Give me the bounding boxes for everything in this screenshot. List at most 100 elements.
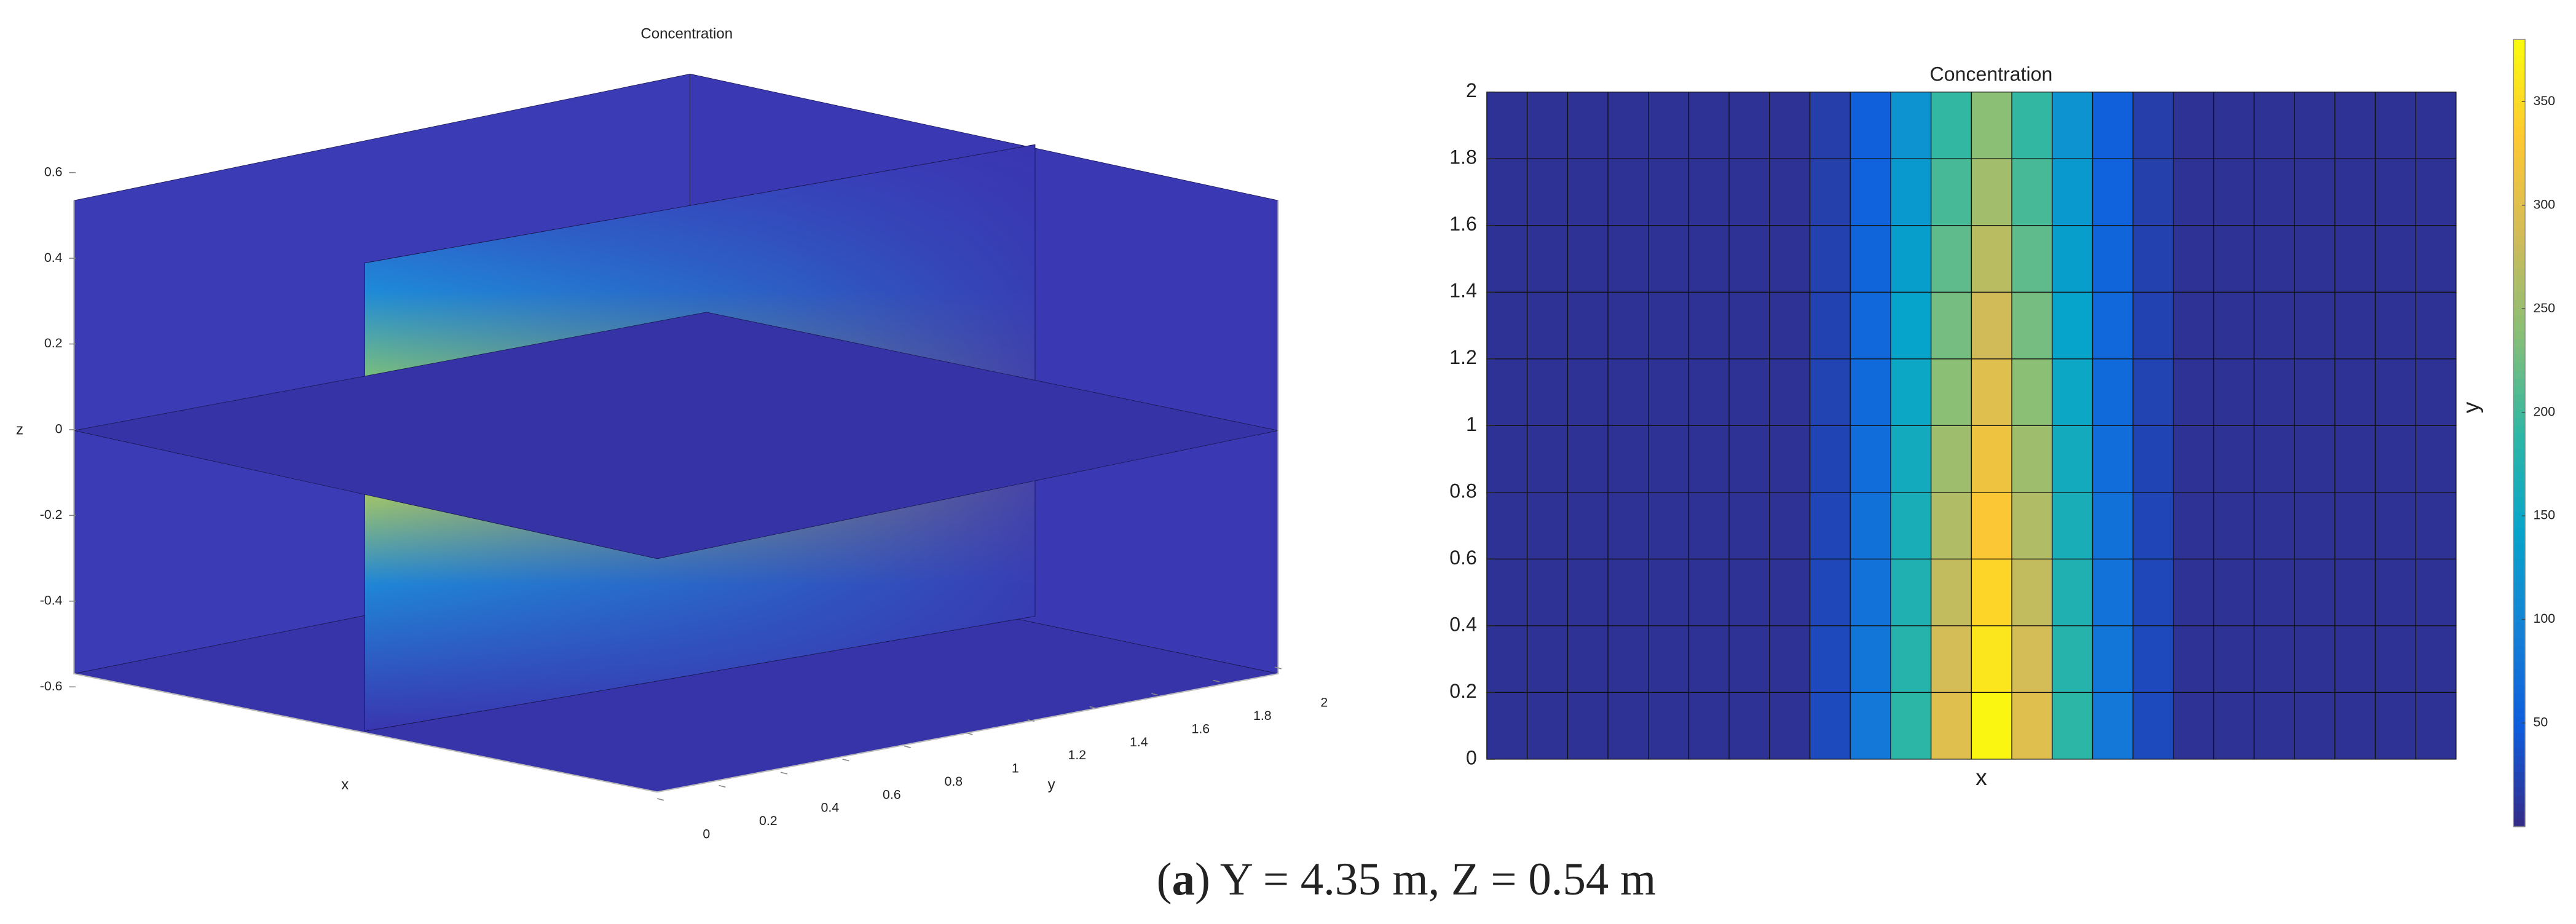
- colorbar-segment: [2513, 259, 2526, 269]
- colorbar-segment: [2513, 708, 2526, 717]
- heatmap-cell: [2092, 558, 2133, 626]
- heatmap-cell: [2132, 492, 2174, 559]
- colorbar-segment: [2513, 236, 2526, 245]
- heatmap-cell: [2334, 692, 2376, 760]
- colorbar-segment: [2513, 810, 2526, 819]
- y-tick-label: 0.4: [821, 800, 839, 815]
- heatmap-cell: [2092, 692, 2133, 760]
- heatmap-cell: [2092, 158, 2133, 226]
- heatmap-cell: [1769, 692, 1811, 760]
- heatmap-cell: [2334, 92, 2376, 159]
- y-tick: [1213, 679, 1220, 683]
- heatmap-cell: [1486, 625, 1528, 693]
- heatmap-cell: [2173, 625, 2215, 693]
- y-tick-label: 0: [1466, 746, 1477, 768]
- y-axis-label: y: [2457, 401, 2483, 413]
- colorbar-tick-label: 50: [2534, 715, 2548, 730]
- colorbar-segment: [2513, 323, 2526, 331]
- heatmap-cell: [2213, 92, 2255, 159]
- heatmap-cell: [1769, 492, 1811, 559]
- colorbar-segment: [2513, 377, 2526, 387]
- heatmap-cell: [2213, 492, 2255, 559]
- y-tick: [1027, 719, 1035, 722]
- heatmap-cell: [1486, 425, 1528, 493]
- colorbar-segment: [2513, 527, 2526, 536]
- colorbar-segment: [2513, 503, 2526, 513]
- colorbar-segment: [2513, 779, 2526, 788]
- heatmap-cell: [1567, 358, 1609, 426]
- heatmap-cell: [1526, 425, 1568, 493]
- colorbar-segment: [2513, 622, 2526, 631]
- y-tick-label: 1: [1012, 761, 1019, 776]
- heatmap-cell: [2132, 291, 2174, 360]
- heatmap-cell: [2011, 558, 2053, 626]
- heatmap-cell: [2011, 425, 2053, 493]
- heatmap-cell: [2374, 425, 2416, 493]
- heatmap-cell: [1607, 225, 1649, 293]
- heatmap-cell: [1971, 625, 2012, 693]
- colorbar-segment: [2513, 165, 2526, 174]
- heatmap-cell: [2052, 92, 2093, 159]
- colorbar-segment: [2513, 787, 2526, 796]
- surface-3d: [73, 73, 1279, 793]
- z-axis-label: z: [16, 422, 23, 438]
- heatmap-cell: [2415, 692, 2457, 760]
- colorbar-segment: [2513, 803, 2526, 811]
- heatmap-cell: [2052, 425, 2093, 493]
- heatmap-cell: [1769, 425, 1811, 493]
- heatmap-cell: [1526, 692, 1568, 760]
- colorbar-segment: [2513, 149, 2526, 159]
- z-tick-label: -0.2: [40, 507, 63, 522]
- y-tick: [1089, 706, 1097, 709]
- heatmap-cell: [2092, 225, 2133, 293]
- colorbar-segment: [2513, 369, 2526, 379]
- heatmap-cell: [2173, 425, 2215, 493]
- colorbar-segment: [2513, 86, 2526, 95]
- heatmap-cell: [2052, 625, 2093, 693]
- colorbar-segment: [2513, 275, 2526, 284]
- colorbar-segment: [2513, 535, 2526, 544]
- heatmap-cell: [2132, 625, 2174, 693]
- heatmap-cell: [2294, 558, 2336, 626]
- heatmap-cell: [2294, 225, 2336, 293]
- heatmap-cell: [1688, 158, 1730, 226]
- heatmap-cell: [1526, 92, 1568, 159]
- heatmap-cell: [2213, 358, 2255, 426]
- heatmap-cell: [2011, 358, 2053, 426]
- colorbar-segment: [2513, 653, 2526, 662]
- colorbar-segment: [2513, 740, 2526, 749]
- colorbar-segment: [2513, 606, 2526, 615]
- heatmap-cell: [1526, 158, 1568, 226]
- heatmap-cell: [1849, 625, 1891, 693]
- heatmap-cell: [1607, 291, 1649, 360]
- heatmap-cell: [1931, 92, 1972, 159]
- x-axis-label: x: [1975, 764, 1987, 790]
- heatmap-cell: [2374, 92, 2416, 159]
- colorbar-segment: [2513, 559, 2526, 567]
- heatmap-cell: [2415, 225, 2457, 293]
- heatmap-cell: [1688, 92, 1730, 159]
- heatmap-cell: [1890, 225, 1932, 293]
- heatmap-cell: [2132, 225, 2174, 293]
- heatmap-cell: [2052, 692, 2093, 760]
- heatmap-cell: [2374, 291, 2416, 360]
- colorbar-segment: [2513, 480, 2526, 489]
- heatmap-cell: [2415, 291, 2457, 360]
- colorbar-segment: [2513, 519, 2526, 528]
- colorbar-segment: [2513, 330, 2526, 339]
- heatmap-cell: [1688, 225, 1730, 293]
- heatmap-cell: [1728, 558, 1770, 626]
- colorbar-segment: [2513, 732, 2526, 741]
- colorbar-segment: [2513, 346, 2526, 355]
- y-tick: [719, 784, 726, 788]
- heatmap-cell: [1769, 92, 1811, 159]
- colorbar-segment: [2513, 409, 2526, 418]
- heatmap-cell: [2294, 291, 2336, 360]
- heatmap-cell: [1567, 291, 1609, 360]
- heatmap-cell: [1849, 558, 1891, 626]
- y-tick-label: 2: [1466, 79, 1477, 101]
- heatmap-cell: [2415, 158, 2457, 226]
- heatmap-cell: [2213, 291, 2255, 360]
- heatmap-cell: [2092, 291, 2133, 360]
- heatmap-cell: [2374, 492, 2416, 559]
